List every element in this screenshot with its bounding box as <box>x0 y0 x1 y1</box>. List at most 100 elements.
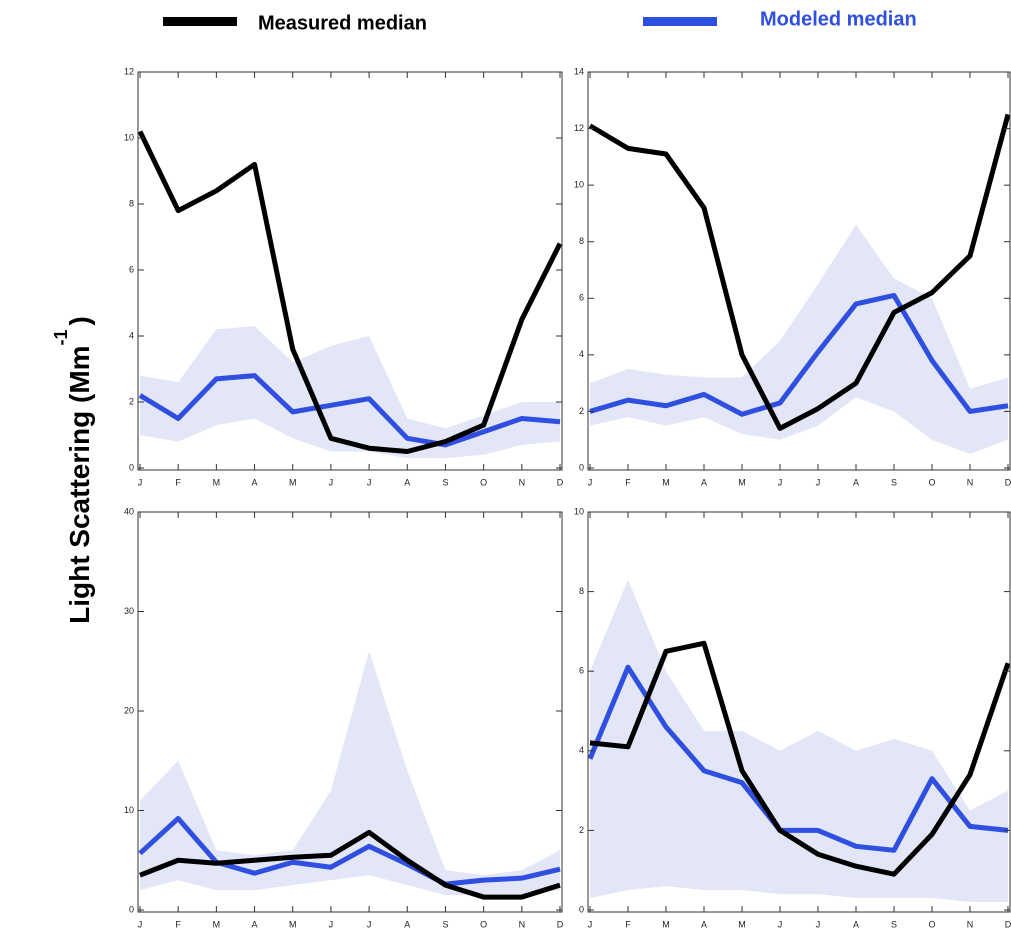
frame <box>587 511 1011 913</box>
y-tick-label: 6 <box>579 293 584 303</box>
x-tick-label: O <box>480 477 487 487</box>
x-tick-label: O <box>928 477 935 487</box>
series-line <box>138 815 561 887</box>
legend-swatch <box>643 17 717 26</box>
y-tick-label: 14 <box>574 66 584 76</box>
x-tick-label: J <box>778 477 783 487</box>
y-tick-label: 6 <box>579 666 584 676</box>
frame <box>137 511 563 913</box>
y-tick-label: 2 <box>129 396 134 406</box>
y-tick-label: 4 <box>129 330 134 340</box>
x-tick-label: A <box>853 477 859 487</box>
y-tick-label: 4 <box>579 349 584 359</box>
series-line <box>589 640 1010 877</box>
x-tick-label: D <box>1005 919 1011 929</box>
y-label-close: ) <box>64 316 95 325</box>
y-label-text: Light Scattering (Mm <box>64 345 95 623</box>
frame <box>137 71 563 471</box>
x-tick-label: M <box>662 477 670 487</box>
x-tick-label: A <box>853 919 859 929</box>
y-tick-label: 10 <box>124 132 134 142</box>
x-tick-label: J <box>138 919 143 929</box>
legend-swatch <box>163 17 237 26</box>
x-tick-label: J <box>138 477 143 487</box>
x-tick-label: J <box>588 919 593 929</box>
x-tick-label: J <box>367 919 372 929</box>
x-tick-label: A <box>701 477 707 487</box>
series-line <box>138 373 561 448</box>
plot-area <box>588 579 1010 903</box>
x-tick-label: A <box>252 919 258 929</box>
x-tick-label: M <box>289 919 297 929</box>
x-tick-label: D <box>557 477 564 487</box>
x-tick-label: J <box>816 477 821 487</box>
x-tick-label: F <box>175 477 181 487</box>
y-tick-label: 0 <box>579 462 584 472</box>
x-tick-label: M <box>662 919 670 929</box>
x-tick-label: S <box>442 477 448 487</box>
y-tick-label: 10 <box>574 506 584 516</box>
series-line <box>588 664 1009 853</box>
x-tick-label: N <box>519 919 526 929</box>
x-tick-label: J <box>588 477 593 487</box>
y-tick-label: 2 <box>579 406 584 416</box>
x-tick-label: A <box>404 477 410 487</box>
y-tick-label: 6 <box>129 264 134 274</box>
x-tick-label: A <box>404 919 410 929</box>
y-tick-label: 10 <box>574 180 584 190</box>
x-tick-label: M <box>213 477 221 487</box>
x-tick-label: J <box>778 919 783 929</box>
y-tick-label: 30 <box>124 606 134 616</box>
x-tick-label: N <box>967 919 974 929</box>
x-tick-label: S <box>891 477 897 487</box>
x-tick-label: J <box>816 919 821 929</box>
range-band <box>140 651 560 896</box>
series-line <box>139 829 561 900</box>
y-tick-label: 8 <box>579 236 584 246</box>
x-tick-label: N <box>967 477 974 487</box>
y-tick-label: 12 <box>124 66 134 76</box>
range-band <box>590 579 1008 903</box>
y-tick-label: 12 <box>574 123 584 133</box>
y-tick-label: 0 <box>129 904 134 914</box>
x-tick-label: A <box>701 919 707 929</box>
x-tick-label: F <box>625 919 631 929</box>
y-tick-label: 10 <box>124 805 134 815</box>
series-line <box>589 292 1009 417</box>
y-tick-label: 0 <box>579 904 584 914</box>
x-tick-label: M <box>738 919 746 929</box>
x-tick-label: A <box>252 477 258 487</box>
plot-area <box>138 130 562 459</box>
x-tick-label: F <box>625 477 631 487</box>
x-tick-label: M <box>738 477 746 487</box>
x-tick-label: S <box>442 919 448 929</box>
series-line <box>138 130 562 454</box>
y-tick-label: 20 <box>124 705 134 715</box>
range-band <box>140 326 560 459</box>
y-label-superscript: -1 <box>51 329 71 345</box>
x-tick-label: O <box>928 919 935 929</box>
legend-label: Modeled median <box>760 8 917 30</box>
x-tick-label: M <box>289 477 297 487</box>
legend-label: Measured median <box>258 12 427 34</box>
plot-area <box>588 113 1010 454</box>
y-tick-label: 8 <box>129 198 134 208</box>
y-axis-label: Light Scattering (Mm-1) <box>51 316 96 624</box>
frame <box>587 71 1011 471</box>
plot-area <box>138 651 561 900</box>
y-tick-label: 8 <box>579 586 584 596</box>
y-tick-label: 4 <box>579 745 584 755</box>
y-tick-label: 2 <box>579 825 584 835</box>
x-tick-label: M <box>213 919 221 929</box>
x-tick-label: D <box>557 919 564 929</box>
x-tick-label: J <box>329 477 334 487</box>
x-tick-label: D <box>1005 477 1011 487</box>
x-tick-label: J <box>367 477 372 487</box>
series-line <box>588 113 1010 431</box>
x-tick-label: J <box>329 919 334 929</box>
x-tick-label: S <box>891 919 897 929</box>
x-tick-label: F <box>175 919 181 929</box>
x-tick-label: N <box>519 477 526 487</box>
y-tick-label: 40 <box>124 506 134 516</box>
